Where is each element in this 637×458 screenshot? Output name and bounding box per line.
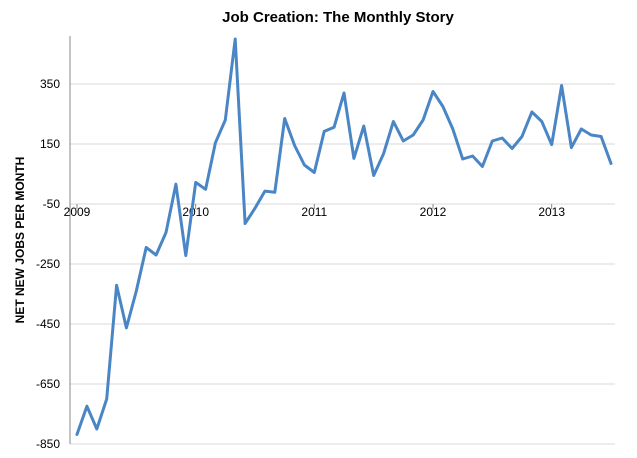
y-tick-label: -650 bbox=[36, 377, 60, 391]
y-tick-label: 150 bbox=[40, 137, 60, 151]
x-tick-labels: 2009 2010 2011 2012 2013 bbox=[64, 204, 565, 219]
x-tick-label: 2011 bbox=[301, 205, 327, 219]
x-tick-label: 2013 bbox=[538, 205, 565, 219]
chart-title: Job Creation: The Monthly Story bbox=[222, 9, 454, 26]
x-tick-label: 2010 bbox=[182, 205, 209, 219]
y-axis-label: NET NEW JOBS PER MONTH bbox=[13, 157, 27, 324]
y-tick-label: -850 bbox=[36, 437, 60, 451]
y-tick-label: 350 bbox=[40, 77, 60, 91]
x-tick-label: 2009 bbox=[64, 205, 91, 219]
gridlines bbox=[70, 83, 615, 445]
x-tick-label: 2012 bbox=[420, 205, 447, 219]
y-tick-label: -450 bbox=[36, 317, 60, 331]
series-line bbox=[75, 37, 613, 436]
y-tick-label: -50 bbox=[43, 197, 61, 211]
y-tick-label: -250 bbox=[36, 257, 60, 271]
y-tick-labels: 350 150 -50 -250 -450 -650 -850 bbox=[36, 77, 60, 451]
